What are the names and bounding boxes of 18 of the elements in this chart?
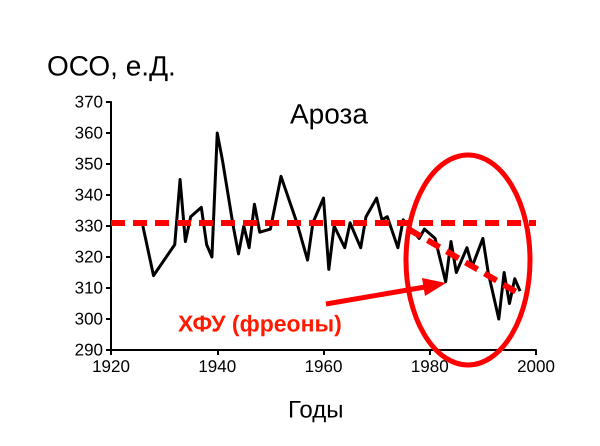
y-tick-label: 370 bbox=[74, 92, 103, 112]
y-tick-label: 340 bbox=[74, 186, 103, 204]
x-tick-label: 1940 bbox=[198, 357, 236, 376]
y-axis-title: ОСО, е.Д. bbox=[47, 50, 176, 82]
y-tick-label: 300 bbox=[74, 310, 103, 328]
y-tick-label: 320 bbox=[74, 248, 103, 266]
y-tick-label: 310 bbox=[74, 278, 103, 298]
x-axis-title: Годы bbox=[288, 396, 344, 424]
x-tick-label: 1960 bbox=[304, 357, 342, 376]
x-tick-label: 1980 bbox=[410, 357, 449, 376]
y-tick-label: 290 bbox=[74, 340, 103, 360]
x-tick-label: 2000 bbox=[517, 357, 555, 376]
annotation: Ароза bbox=[290, 98, 368, 130]
y-tick-label: 350 bbox=[74, 154, 103, 174]
y-tick-label: 360 bbox=[74, 124, 103, 142]
y-tick-label: 330 bbox=[74, 216, 103, 236]
x-tick-label: 1920 bbox=[92, 357, 130, 376]
annotation: ХФУ (фреоны) bbox=[178, 310, 342, 336]
